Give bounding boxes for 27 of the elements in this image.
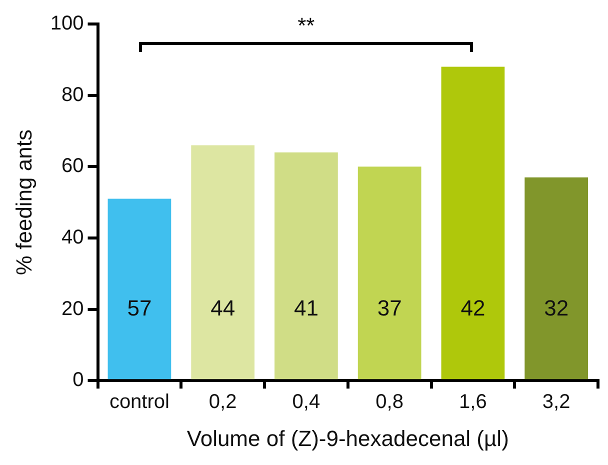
x-tick-label: 1,6 <box>459 391 487 414</box>
annotation: 57 <box>127 295 152 320</box>
y-tick-label: 0 <box>72 369 84 392</box>
annotation: 42 <box>460 295 486 320</box>
x-tick-label: 0,8 <box>376 391 404 414</box>
bar <box>108 198 172 380</box>
x-tick-label: 0,2 <box>208 391 237 414</box>
annotation: 37 <box>377 295 402 320</box>
y-tick-label: 100 <box>50 12 84 35</box>
x-tick-label: control <box>109 391 170 414</box>
bar <box>441 66 505 380</box>
x-tick-label: 3,2 <box>542 391 570 414</box>
x-axis-title: Volume of (Z)-9-hexadecenal (µl) <box>186 426 509 451</box>
y-tick-label: 40 <box>62 226 84 248</box>
bar <box>191 145 255 380</box>
bar <box>524 177 588 380</box>
annotation: ** <box>296 13 316 38</box>
annotation: 41 <box>294 295 318 320</box>
annotation: 44 <box>210 295 236 320</box>
y-tick-label: 20 <box>62 298 84 320</box>
y-tick-label: 80 <box>62 84 84 106</box>
x-tick-label: 0,4 <box>292 391 320 414</box>
bar <box>274 152 338 380</box>
y-tick-label: 60 <box>62 155 84 178</box>
bar <box>358 166 422 380</box>
y-axis-title: % feeding ants <box>11 130 36 276</box>
annotation: 32 <box>544 295 569 320</box>
